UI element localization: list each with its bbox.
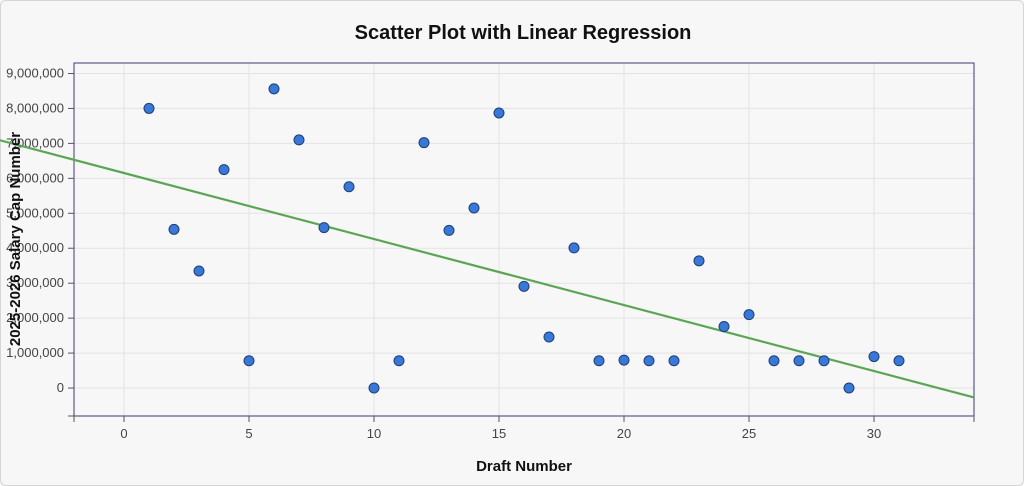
x-tick-label: 15 — [492, 426, 506, 441]
x-tick-label: 20 — [617, 426, 631, 441]
data-point — [568, 242, 580, 254]
tick-layer: 0 5 10 15 20 25 30 0 1,000,000 2,000,000 3,000,000… — [6, 65, 975, 441]
data-point — [368, 382, 380, 394]
data-point — [268, 83, 280, 95]
data-point — [693, 255, 705, 267]
data-point — [718, 321, 730, 333]
data-point — [518, 280, 530, 292]
y-tick-label: 8,000,000 — [6, 100, 64, 115]
data-point — [643, 355, 655, 367]
x-tick-label: 5 — [245, 426, 252, 441]
data-point — [243, 355, 255, 367]
chart-title: Scatter Plot with Linear Regression — [355, 22, 692, 44]
data-point — [893, 355, 905, 367]
data-point — [793, 355, 805, 367]
x-tick-label: 10 — [367, 426, 381, 441]
data-point — [818, 355, 830, 367]
data-point — [443, 224, 455, 236]
data-point — [418, 137, 430, 149]
regression-line — [0, 139, 975, 399]
mark-layer — [0, 83, 975, 399]
data-point — [743, 309, 755, 321]
y-tick-label: 6,000,000 — [6, 170, 64, 185]
data-point — [318, 222, 330, 234]
y-tick-label: 1,000,000 — [6, 345, 64, 360]
plot-area — [73, 62, 975, 417]
y-tick-label: 3,000,000 — [6, 275, 64, 290]
y-tick-label: 9,000,000 — [6, 65, 64, 80]
y-tick-label: 5,000,000 — [6, 205, 64, 220]
data-point — [868, 351, 880, 363]
x-tick-label: 25 — [742, 426, 756, 441]
x-tick-label: 30 — [867, 426, 881, 441]
data-point — [668, 355, 680, 367]
data-point — [543, 331, 555, 343]
x-axis-label: Draft Number — [476, 458, 572, 475]
y-tick-label: 0 — [57, 380, 64, 395]
data-point — [493, 107, 505, 119]
data-point — [168, 223, 180, 235]
y-axis-label: 2025-2026 Salary Cap Number — [7, 132, 24, 346]
grid-layer — [74, 63, 974, 416]
y-tick-label: 4,000,000 — [6, 240, 64, 255]
data-point — [393, 355, 405, 367]
data-point — [768, 355, 780, 367]
data-point — [143, 102, 155, 114]
data-point — [468, 202, 480, 214]
data-point — [593, 355, 605, 367]
data-point — [218, 164, 230, 176]
data-point — [618, 354, 630, 366]
data-point — [193, 265, 205, 277]
y-tick-label: 2,000,000 — [6, 310, 64, 325]
data-point — [293, 134, 305, 146]
x-tick-label: 0 — [120, 426, 127, 441]
data-point — [843, 382, 855, 394]
data-point — [343, 181, 355, 193]
